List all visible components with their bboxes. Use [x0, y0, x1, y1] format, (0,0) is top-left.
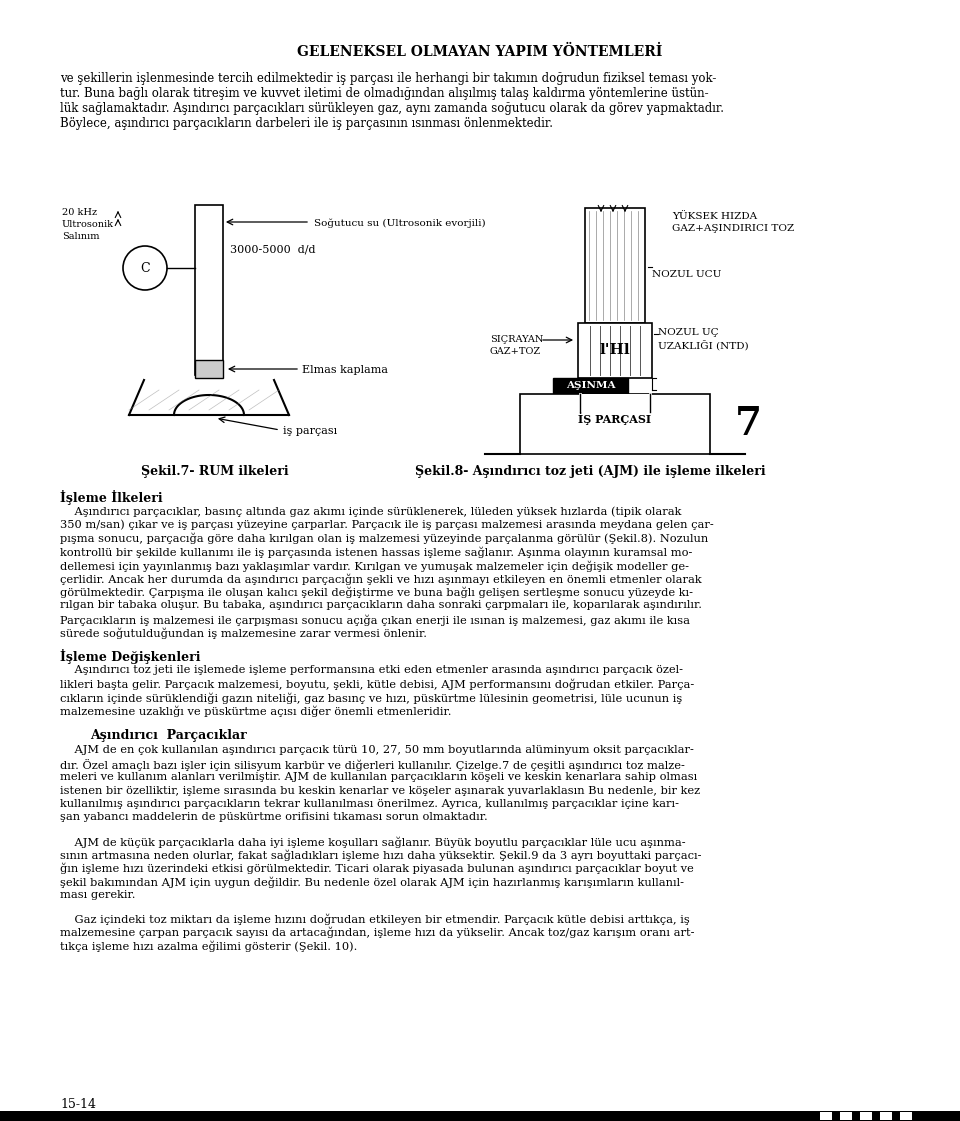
Bar — [195, 205, 223, 376]
Text: NOZUL UCU: NOZUL UCU — [652, 270, 721, 279]
Text: NOZUL UÇ: NOZUL UÇ — [658, 328, 719, 337]
Bar — [860, 1112, 872, 1120]
Text: İşleme İlkeleri: İşleme İlkeleri — [60, 490, 162, 504]
Text: tıkça işleme hızı azalma eğilimi gösterir (Şekil. 10).: tıkça işleme hızı azalma eğilimi gösteri… — [60, 941, 357, 952]
Text: AŞINMA: AŞINMA — [565, 381, 615, 390]
Text: cıkların içinde sürüklendiği gazın niteliği, gaz basınç ve hızı, püskürtme lüles: cıkların içinde sürüklendiği gazın nitel… — [60, 692, 683, 704]
Bar — [880, 1112, 892, 1120]
Text: ması gerekir.: ması gerekir. — [60, 890, 135, 900]
Text: 15-14: 15-14 — [60, 1097, 96, 1111]
Text: dellemesi için yayınlanmış bazı yaklaşımlar vardır. Kırılgan ve yumuşak malzemel: dellemesi için yayınlanmış bazı yaklaşım… — [60, 560, 689, 572]
Bar — [578, 323, 652, 378]
Text: rılgan bir tabaka oluşur. Bu tabaka, aşındırıcı parçacıkların daha sonraki çarpm: rılgan bir tabaka oluşur. Bu tabaka, aşı… — [60, 601, 702, 611]
Text: Aşındırıcı toz jeti ile işlemede işleme performansına etki eden etmenler arasınd: Aşındırıcı toz jeti ile işlemede işleme … — [60, 665, 683, 675]
Text: meleri ve kullanım alanları verilmiştir. AJM de kullanılan parçacıkların köşeli : meleri ve kullanım alanları verilmiştir.… — [60, 772, 697, 782]
Text: Salınım: Salınım — [62, 232, 100, 241]
Text: pışma sonucu, parçacığa göre daha kırılgan olan iş malzemesi yüzeyinde parçalanm: pışma sonucu, parçacığa göre daha kırılg… — [60, 532, 708, 545]
Text: Böylece, aşındırıcı parçacıkların darbeleri ile iş parçasının ısınması önlenmekt: Böylece, aşındırıcı parçacıkların darbel… — [60, 117, 553, 130]
Text: Şekil.7- RUM ilkeleri: Şekil.7- RUM ilkeleri — [141, 465, 289, 478]
Text: GAZ+AŞINDIRICI TOZ: GAZ+AŞINDIRICI TOZ — [672, 224, 794, 233]
Text: Elmas kaplama: Elmas kaplama — [302, 365, 388, 376]
Text: C: C — [140, 261, 150, 275]
Text: dır. Özel amaçlı bazı işler için silisyum karbür ve diğerleri kullanılır. Çizelg: dır. Özel amaçlı bazı işler için silisyu… — [60, 759, 684, 770]
Text: kullanılmış aşındırıcı parçacıkların tekrar kullanılması önerilmez. Ayrıca, kull: kullanılmış aşındırıcı parçacıkların tek… — [60, 799, 679, 809]
Bar — [820, 1112, 832, 1120]
Text: Gaz içindeki toz miktarı da işleme hızını doğrudan etkileyen bir etmendir. Parça: Gaz içindeki toz miktarı da işleme hızın… — [60, 914, 689, 925]
Text: l'Hl: l'Hl — [600, 343, 631, 356]
Text: ve şekillerin işlenmesinde tercih edilmektedir iş parçası ile herhangi bir takım: ve şekillerin işlenmesinde tercih edilme… — [60, 72, 716, 85]
Text: sının artmasına neden olurlar, fakat sağladıkları işleme hızı daha yüksektir. Şe: sının artmasına neden olurlar, fakat sağ… — [60, 850, 702, 861]
Bar — [195, 360, 223, 378]
Text: kontrollü bir şekilde kullanımı ile iş parçasında istenen hassas işleme sağlanır: kontrollü bir şekilde kullanımı ile iş p… — [60, 547, 692, 558]
Text: İŞ PARÇASI: İŞ PARÇASI — [579, 413, 652, 426]
Text: AJM de en çok kullanılan aşındırıcı parçacık türü 10, 27, 50 mm boyutlarında alü: AJM de en çok kullanılan aşındırıcı parç… — [60, 745, 694, 756]
Text: malzemesine çarpan parçacık sayısı da artacağından, işleme hızı da yükselir. Anc: malzemesine çarpan parçacık sayısı da ar… — [60, 927, 694, 938]
Bar — [585, 209, 645, 323]
Text: şekil bakımından AJM için uygun değildir. Bu nedenle özel olarak AJM için hazırl: şekil bakımından AJM için uygun değildir… — [60, 877, 684, 888]
Text: İşleme Değişkenleri: İşleme Değişkenleri — [60, 649, 201, 664]
Text: malzemesine uzaklığı ve püskürtme açısı diğer önemli etmenleridir.: malzemesine uzaklığı ve püskürtme açısı … — [60, 705, 451, 717]
Text: GELENEKSEL OLMAYAN YAPIM YÖNTEMLERİ: GELENEKSEL OLMAYAN YAPIM YÖNTEMLERİ — [298, 45, 662, 59]
Text: görülmektedir. Çarpışma ile oluşan kalıcı şekil değiştirme ve buna bağlı gelişen: görülmektedir. Çarpışma ile oluşan kalıc… — [60, 587, 693, 599]
Text: 7: 7 — [734, 405, 761, 443]
Text: Şekil.8- Aşındırıcı toz jeti (AJM) ile işleme ilkeleri: Şekil.8- Aşındırıcı toz jeti (AJM) ile i… — [415, 465, 765, 478]
Text: SIÇRAYAN
GAZ+TOZ: SIÇRAYAN GAZ+TOZ — [490, 335, 543, 355]
Bar — [580, 393, 650, 413]
Bar — [900, 1112, 912, 1120]
Text: istenen bir özelliktir, işleme sırasında bu keskin kenarlar ve köşeler aşınarak : istenen bir özelliktir, işleme sırasında… — [60, 786, 700, 796]
Text: YÜKSEK HIZDA: YÜKSEK HIZDA — [672, 212, 757, 221]
Text: ğın işleme hızı üzerindeki etkisi görülmektedir. Ticari olarak piyasada bulunan : ğın işleme hızı üzerindeki etkisi görülm… — [60, 863, 694, 874]
Text: UZAKLIĞI (NTD): UZAKLIĞI (NTD) — [658, 340, 749, 351]
Text: 20 kHz: 20 kHz — [62, 209, 97, 217]
Text: Soğutucu su (Ultrosonik evorjili): Soğutucu su (Ultrosonik evorjili) — [314, 217, 486, 228]
Bar — [520, 393, 710, 454]
Text: Aşındırıcı  Parçacıklar: Aşındırıcı Parçacıklar — [90, 729, 247, 742]
Bar — [0, 1111, 960, 1121]
Text: Parçacıkların iş malzemesi ile çarpışması sonucu açığa çıkan enerji ile ısınan i: Parçacıkların iş malzemesi ile çarpışmas… — [60, 614, 690, 626]
Bar — [840, 1112, 852, 1120]
Text: iş parçası: iş parçası — [283, 426, 337, 436]
Text: likleri başta gelir. Parçacık malzemesi, boyutu, şekli, kütle debisi, AJM perfor: likleri başta gelir. Parçacık malzemesi,… — [60, 678, 694, 691]
Text: çerlidir. Ancak her durumda da aşındırıcı parçacığın şekli ve hızı aşınmayı etki: çerlidir. Ancak her durumda da aşındırıc… — [60, 574, 702, 585]
Text: sürede soğutulduğundan iş malzemesine zarar vermesi önlenir.: sürede soğutulduğundan iş malzemesine za… — [60, 628, 427, 639]
Bar — [553, 378, 628, 393]
Text: tur. Buna bağlı olarak titreşim ve kuvvet iletimi de olmadığından alışılmış tala: tur. Buna bağlı olarak titreşim ve kuvve… — [60, 87, 708, 100]
Text: 350 m/san) çıkar ve iş parçası yüzeyine çarparlar. Parçacık ile iş parçası malze: 350 m/san) çıkar ve iş parçası yüzeyine … — [60, 519, 713, 530]
Text: Aşındırıcı parçacıklar, basınç altında gaz akımı içinde sürüklenerek, lüleden yü: Aşındırıcı parçacıklar, basınç altında g… — [60, 506, 682, 517]
Text: şan yabancı maddelerin de püskürtme orifisini tıkaması sorun olmaktadır.: şan yabancı maddelerin de püskürtme orif… — [60, 813, 488, 823]
Text: 3000-5000  d/d: 3000-5000 d/d — [230, 245, 316, 254]
Text: lük sağlamaktadır. Aşındırıcı parçacıkları sürükleyen gaz, aynı zamanda soğutucu: lük sağlamaktadır. Aşındırıcı parçacıkla… — [60, 102, 724, 115]
Text: AJM de küçük parçacıklarla daha iyi işleme koşulları sağlanır. Büyük boyutlu par: AJM de küçük parçacıklarla daha iyi işle… — [60, 836, 685, 847]
Text: Ultrosonik: Ultrosonik — [62, 220, 114, 229]
